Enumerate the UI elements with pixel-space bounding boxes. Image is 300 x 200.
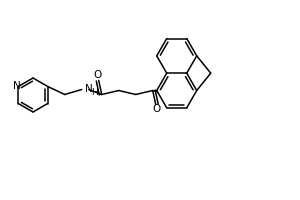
- Text: O: O: [94, 71, 102, 80]
- Text: N: N: [85, 84, 92, 95]
- Text: H: H: [91, 88, 98, 97]
- Text: N: N: [14, 81, 21, 91]
- Text: O: O: [153, 104, 161, 114]
